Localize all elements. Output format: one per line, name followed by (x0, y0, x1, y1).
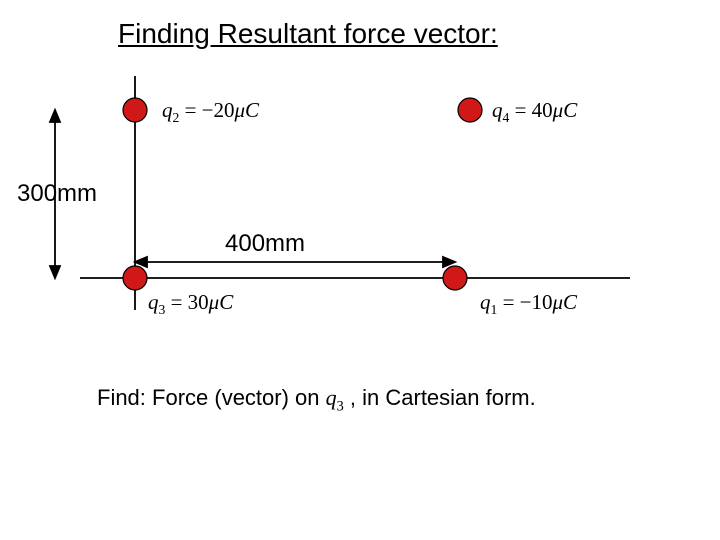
charge-q4 (458, 98, 482, 122)
find-instruction: Find: Force (vector) on q3 , in Cartesia… (97, 385, 536, 415)
dim-horizontal-label: 400mm (225, 230, 305, 258)
q4-label: q4 = 40μC (492, 98, 577, 126)
q1-label: q1 = −10μC (480, 290, 577, 318)
q3-label: q3 = 30μC (148, 290, 233, 318)
physics-diagram (0, 0, 720, 540)
charge-q3 (123, 266, 147, 290)
charge-q2 (123, 98, 147, 122)
dim-horizontal-arrow (135, 257, 455, 267)
charge-q1 (443, 266, 467, 290)
slide: Finding Resultant force vector: 300mm 40… (0, 0, 720, 540)
dim-vertical-label: 300mm (17, 180, 97, 208)
q2-label: q2 = −20μC (162, 98, 259, 126)
